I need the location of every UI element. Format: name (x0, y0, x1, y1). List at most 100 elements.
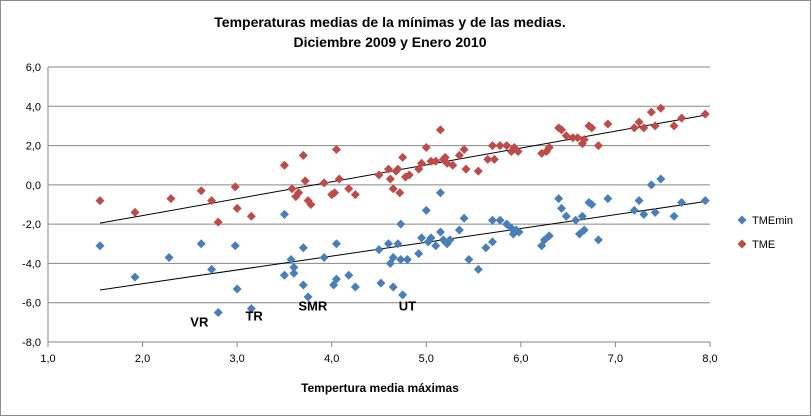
point-tme (506, 146, 516, 156)
point-tme (207, 196, 217, 206)
chart-subtitle: Diciembre 2009 y Enero 2010 (293, 34, 486, 50)
point-tme (421, 143, 431, 153)
point-tmemin (544, 231, 554, 241)
point-tme (454, 150, 464, 160)
x-tick-label: 4,0 (324, 353, 339, 365)
point-tme (448, 160, 458, 170)
point-tme (513, 146, 523, 156)
point-tme (350, 190, 360, 200)
point-tmemin (506, 223, 516, 233)
point-tme (483, 154, 493, 164)
point-tme (404, 170, 414, 180)
point-tme (130, 207, 140, 217)
annotations: VR TR SMR UT (190, 299, 416, 330)
point-tme (306, 200, 316, 209)
x-tick-label: 3,0 (229, 353, 244, 365)
point-tme (232, 203, 242, 213)
point-tmemin (286, 255, 296, 264)
point-tmemin (417, 233, 427, 243)
point-tme (459, 145, 469, 154)
point-tme (330, 188, 340, 198)
point-tmemin (579, 225, 589, 235)
point-tmemin (646, 180, 656, 190)
point-tmemin (557, 203, 567, 213)
point-tmemin (554, 194, 564, 204)
annotation-label: UT (399, 299, 416, 314)
point-tme (246, 211, 256, 221)
y-tick-label: -4,0 (22, 258, 41, 270)
point-tmemin (289, 262, 299, 272)
point-tmemin (481, 243, 491, 253)
x-tick-label: 6,0 (513, 353, 528, 365)
point-tmemin (279, 270, 289, 280)
point-tmemin (431, 241, 441, 251)
y-tick-label: -8,0 (22, 337, 41, 349)
point-tmemin (426, 233, 436, 243)
point-tme (417, 158, 427, 168)
point-tme (677, 113, 687, 123)
point-tmemin (421, 205, 431, 215)
point-tme (487, 141, 497, 151)
trendline-tme (99, 114, 706, 224)
point-tmemin (164, 253, 174, 263)
x-tick-label: 1,0 (40, 353, 55, 365)
point-tmemin (246, 304, 256, 314)
point-tme (398, 152, 408, 162)
point-tmemin (495, 215, 505, 225)
point-tme (656, 103, 666, 113)
x-tick-label: 5,0 (419, 353, 434, 365)
point-tme (634, 117, 644, 127)
point-tmemin (396, 255, 406, 264)
point-tmemin (376, 278, 386, 288)
point-tme (230, 182, 240, 192)
point-tmemin (398, 290, 408, 300)
point-tmemin (130, 272, 140, 282)
gridlines (48, 66, 710, 343)
point-tmemin (388, 282, 398, 292)
point-tme (435, 125, 445, 135)
point-tmemin (374, 245, 384, 255)
trendline-tmemin (99, 201, 706, 291)
point-tmemin (298, 280, 308, 290)
point-tmemin (445, 235, 455, 245)
point-tmemin (383, 239, 393, 249)
point-tme (650, 121, 660, 131)
annotation-label: TR (245, 308, 263, 323)
point-tmemin (350, 282, 360, 292)
point-tmemin (207, 264, 217, 274)
y-tick-label: 4,0 (26, 101, 41, 113)
point-tme (431, 156, 441, 166)
point-tme (388, 184, 398, 194)
point-tme (495, 141, 505, 151)
y-tick-label: 2,0 (26, 141, 41, 153)
point-tme (344, 184, 354, 194)
point-tme (603, 119, 613, 129)
point-tme (287, 184, 297, 194)
point-tme (473, 166, 483, 176)
x-axis-label: Tempertura media máximas (301, 381, 459, 395)
point-tme (298, 150, 308, 160)
point-tme (374, 170, 384, 180)
axes (47, 67, 711, 347)
point-tme (334, 174, 344, 184)
point-tmemin (298, 243, 308, 253)
point-tmemin (454, 225, 464, 235)
point-tmemin (344, 270, 354, 280)
point-tme (319, 178, 329, 188)
point-tmemin (561, 211, 571, 221)
point-tmemin (435, 188, 445, 198)
point-tmemin (396, 219, 406, 229)
point-tmemin (331, 274, 341, 284)
point-tme (426, 156, 436, 166)
point-tmemin (232, 284, 242, 294)
point-tmemin (700, 196, 710, 206)
point-tme (557, 125, 567, 135)
annotation-label: SMR (298, 299, 328, 314)
y-tick-label: 0,0 (26, 180, 41, 192)
point-tmemin (402, 255, 412, 264)
point-tme (700, 109, 710, 119)
y-tick-label: -2,0 (22, 219, 41, 231)
legend-label-tmemin: TMEmin (752, 215, 793, 227)
